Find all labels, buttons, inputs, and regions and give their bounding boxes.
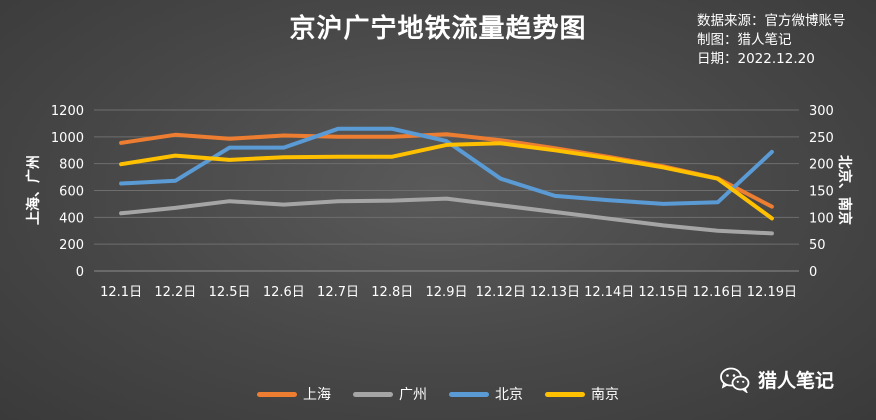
legend-label-shanghai: 上海 — [303, 387, 331, 403]
x-tick-label: 12.6日 — [263, 285, 305, 300]
series-line-北京 — [119, 126, 774, 206]
left-tick-label: 200 — [59, 238, 84, 253]
x-tick-label: 12.5日 — [209, 285, 251, 300]
watermark-text: 猎人笔记 — [758, 370, 835, 392]
legend-swatch-shanghai — [257, 391, 297, 397]
x-tick-label: 12.7日 — [317, 285, 359, 300]
source-line: 数据来源：官方微博账号 — [697, 13, 846, 29]
x-tick-label: 12.16日 — [693, 285, 743, 300]
legend-label-guangzhou: 广州 — [399, 387, 427, 403]
x-tick-label: 12.2日 — [154, 285, 196, 300]
watermark: 猎人笔记 — [720, 366, 834, 393]
legend-swatch-guangzhou — [353, 391, 393, 397]
x-tick-label: 12.14日 — [584, 285, 634, 300]
wechat-icon — [720, 367, 750, 393]
left-tick-label: 1200 — [51, 104, 84, 119]
right-tick-label: 150 — [809, 185, 834, 200]
chart-title: 京沪广宁地铁流量趋势图 — [289, 14, 587, 44]
x-tick-label: 12.8日 — [371, 285, 413, 300]
x-tick-label: 12.1日 — [100, 285, 142, 300]
right-tick-label: 250 — [809, 131, 834, 146]
x-tick-label: 12.12日 — [476, 285, 526, 300]
legend-swatch-nanjing — [545, 391, 585, 397]
left-tick-label: 400 — [59, 211, 84, 226]
left-tick-label: 0 — [76, 265, 84, 280]
x-tick-label: 12.9日 — [426, 285, 468, 300]
left-tick-label: 800 — [59, 158, 84, 173]
legend-item-beijing: 北京 — [449, 384, 523, 404]
right-tick-label: 200 — [809, 158, 834, 173]
x-tick-label: 12.19日 — [747, 285, 797, 300]
legend-label-beijing: 北京 — [495, 387, 523, 403]
legend-label-nanjing: 南京 — [591, 387, 619, 403]
maker-line: 制图：猎人笔记 — [697, 32, 792, 48]
right-tick-label: 300 — [809, 104, 834, 119]
x-tick-label: 12.15日 — [638, 285, 688, 300]
x-tick-label: 12.13日 — [530, 285, 580, 300]
right-tick-label: 50 — [809, 238, 826, 253]
legend-item-nanjing: 南京 — [545, 384, 619, 404]
right-tick-label: 100 — [809, 211, 834, 226]
legend: 上海 广州 北京 南京 — [0, 384, 876, 404]
legend-item-guangzhou: 广州 — [353, 384, 427, 404]
right-tick-label: 0 — [809, 265, 817, 280]
source-note: 数据来源：官方微博账号 制图：猎人笔记 日期：2022.12.20 — [697, 12, 846, 69]
date-line: 日期：2022.12.20 — [697, 51, 815, 67]
left-tick-label: 1000 — [51, 131, 84, 146]
legend-item-shanghai: 上海 — [257, 384, 331, 404]
left-tick-label: 600 — [59, 185, 84, 200]
legend-swatch-beijing — [449, 391, 489, 397]
